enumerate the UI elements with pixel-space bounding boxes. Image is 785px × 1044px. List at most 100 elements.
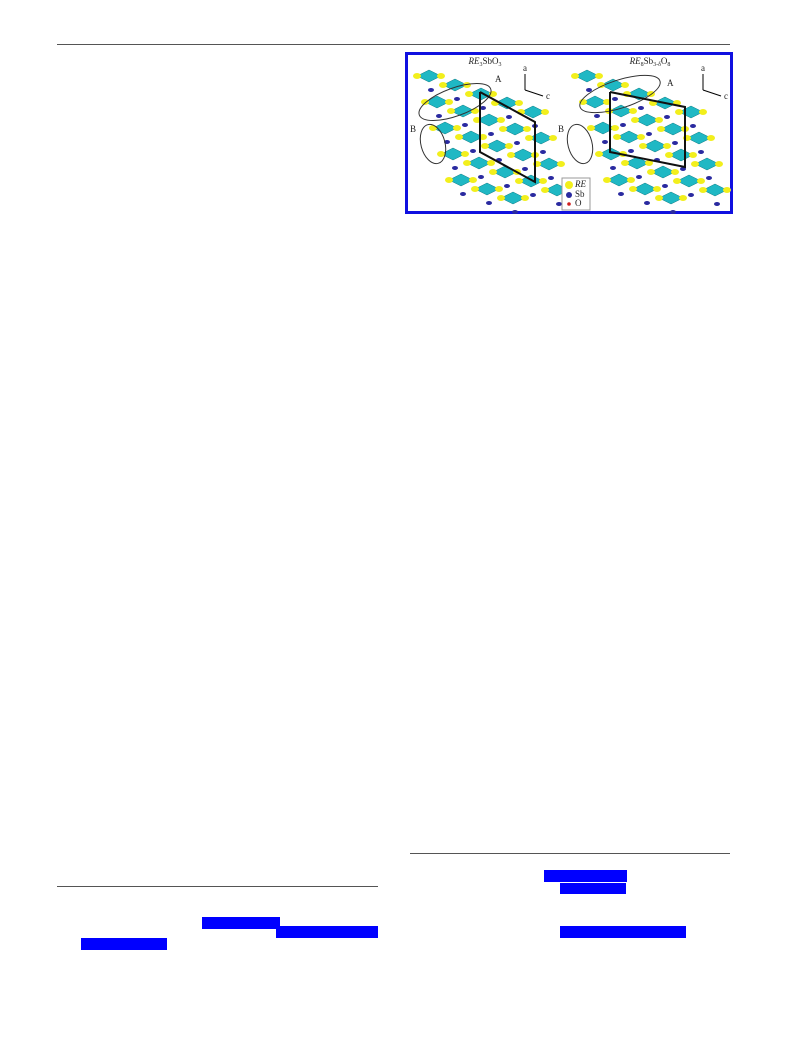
structure-shape	[445, 99, 453, 105]
structure-shape	[445, 177, 453, 183]
figure: RE3SbO3 RE8Sb3-δO8 A B a c A B a c	[405, 52, 733, 214]
structure-shape	[723, 187, 731, 193]
group-ellipse	[419, 123, 447, 165]
title-part: 8	[641, 62, 644, 68]
structure-shape	[488, 132, 494, 136]
structure-shape	[557, 161, 565, 167]
structure-shape	[665, 152, 673, 158]
structure-shape	[627, 177, 635, 183]
structure-shape	[611, 125, 619, 131]
structure-shape	[657, 126, 665, 132]
title-part: Sb	[644, 56, 654, 66]
panel-overlay: A B a c	[410, 63, 550, 184]
structure-shape	[655, 195, 663, 201]
structure-shape	[465, 91, 473, 97]
structure-shape	[470, 149, 476, 153]
structure-shape	[497, 195, 505, 201]
structure-shape	[689, 152, 697, 158]
structure-shape	[437, 73, 445, 79]
structure-shape	[603, 177, 611, 183]
structure-shape	[486, 201, 492, 205]
structure-shape	[556, 202, 562, 206]
structure-shape	[655, 117, 663, 123]
structure-shape	[497, 117, 505, 123]
link-highlight[interactable]	[560, 926, 686, 938]
structure-shape	[631, 117, 639, 123]
structure-shape	[715, 161, 723, 167]
structure-shape	[489, 169, 497, 175]
title-part: 3-δ	[653, 62, 661, 68]
structure-shape	[699, 187, 707, 193]
group-label: B	[410, 124, 416, 134]
structure-shape	[638, 106, 644, 110]
structure-shape	[499, 126, 507, 132]
group-label: A	[667, 78, 674, 88]
structure-shape	[579, 99, 587, 105]
link-highlight[interactable]	[276, 926, 378, 938]
axis-arrow	[702, 89, 722, 97]
footnote-rule	[57, 886, 378, 887]
title-part: O	[661, 56, 668, 66]
structure-shape	[455, 134, 463, 140]
structure-shape	[679, 195, 687, 201]
link-highlight[interactable]	[202, 917, 280, 929]
structure-shape	[586, 88, 592, 92]
structure-shape	[506, 115, 512, 119]
structure-shape	[428, 88, 434, 92]
link-highlight[interactable]	[560, 883, 626, 894]
structure-shape	[621, 160, 629, 166]
structure-shape	[618, 192, 624, 196]
structure-shape	[663, 143, 671, 149]
title-part: 8	[667, 62, 670, 68]
structure-shape	[480, 106, 486, 110]
structure-shape	[471, 186, 479, 192]
structure-shape	[595, 73, 603, 79]
structure-shape	[495, 186, 503, 192]
structure-shape	[664, 115, 670, 119]
structure-shape	[653, 186, 661, 192]
structure-shape	[447, 108, 455, 114]
footnote-rule	[410, 853, 730, 854]
structure-shape	[437, 151, 445, 157]
structure-shape	[452, 166, 458, 170]
structure-shape	[670, 210, 676, 214]
structure-shape	[460, 192, 466, 196]
structure-shape	[645, 160, 653, 166]
title-part: 3	[479, 62, 482, 68]
structure-shape	[525, 135, 533, 141]
structure-shape	[714, 202, 720, 206]
structure-shape	[429, 125, 437, 131]
axis-label: a	[523, 63, 527, 73]
structure-shape	[688, 193, 694, 197]
structure-shape	[644, 201, 650, 205]
structure-shape	[707, 135, 715, 141]
title-part: RE	[629, 56, 641, 66]
structure-shape	[548, 176, 554, 180]
structure-shape	[514, 141, 520, 145]
structure-shape	[636, 175, 642, 179]
structure-shape	[690, 124, 696, 128]
structure-shape	[478, 175, 484, 179]
structure-shape	[461, 151, 469, 157]
legend-label: RE	[574, 179, 586, 189]
axis-label: c	[724, 91, 728, 101]
group-ellipse	[579, 74, 661, 114]
structure-shape	[629, 108, 637, 114]
legend-label: O	[575, 198, 582, 208]
link-highlight[interactable]	[81, 938, 167, 950]
structure-shape	[620, 123, 626, 127]
legend-swatch	[567, 202, 571, 206]
structure-shape	[697, 178, 705, 184]
structure-shape	[471, 108, 479, 114]
structure-shape	[612, 97, 618, 101]
unit-cell	[609, 91, 686, 169]
structure-shape	[672, 141, 678, 145]
structure-shape	[595, 151, 603, 157]
structure-shape	[522, 167, 528, 171]
structure-shape	[629, 186, 637, 192]
link-highlight[interactable]	[544, 870, 627, 882]
panel-title: RE8Sb3-δO8	[629, 56, 671, 68]
group-label: A	[495, 74, 502, 84]
structure-shape	[469, 177, 477, 183]
